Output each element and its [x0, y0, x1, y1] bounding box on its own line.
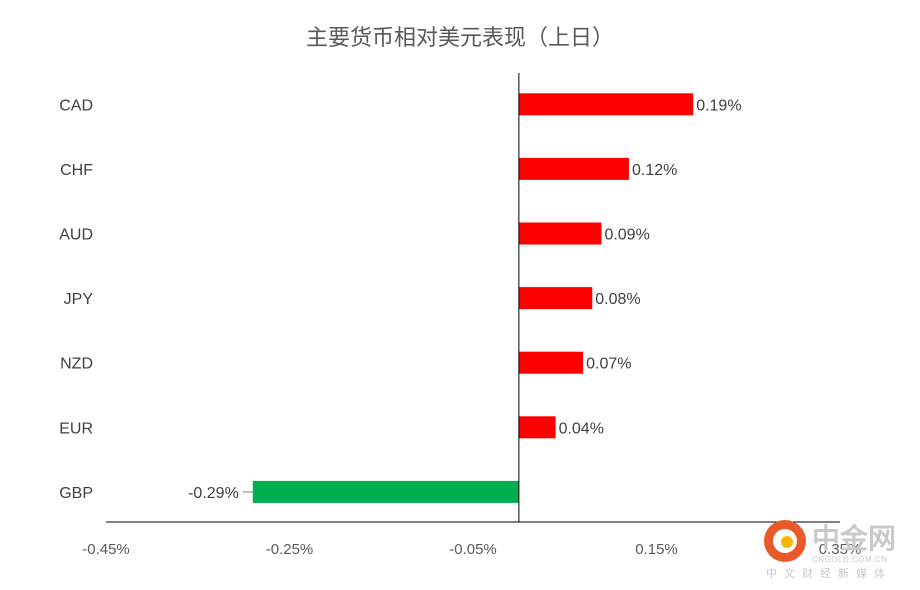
category-labels-group: CAD CHF AUD JPY NZD EUR GBP	[59, 97, 93, 502]
x-tick-label: -0.05%	[449, 541, 497, 558]
data-label-gbp: -0.29%	[188, 485, 239, 502]
axes-group	[106, 73, 840, 523]
bar-gbp	[252, 480, 519, 503]
x-tick-labels-group: -0.45% -0.25% -0.05% 0.15% 0.35%	[82, 541, 861, 558]
bar-aud	[518, 222, 602, 245]
category-label-jpy: JPY	[64, 291, 94, 308]
bar-eur	[518, 416, 556, 439]
bar-cad	[518, 93, 694, 116]
category-label-cad: CAD	[59, 97, 93, 114]
bar-jpy	[518, 287, 593, 310]
x-tick-label: -0.45%	[82, 541, 130, 558]
x-tick-label: 0.35%	[819, 541, 862, 558]
logo-url: CNGOLD.COM.CN	[812, 555, 887, 564]
bar-nzd	[518, 351, 584, 374]
data-label-cad: 0.19%	[696, 97, 741, 114]
category-label-aud: AUD	[59, 227, 93, 244]
logo-name: 中金网	[812, 522, 896, 555]
chart-title: 主要货币相对美元表现（上日）	[306, 26, 614, 51]
data-label-eur: 0.04%	[559, 420, 604, 437]
x-tick-label: -0.25%	[266, 541, 314, 558]
category-label-nzd: NZD	[60, 356, 93, 373]
data-label-jpy: 0.08%	[595, 291, 640, 308]
watermark-logo: 中金网 CNGOLD.COM.CN 中文财经新媒体	[764, 520, 896, 580]
data-label-nzd: 0.07%	[586, 356, 631, 373]
category-label-eur: EUR	[59, 420, 93, 437]
logo-coin-icon	[781, 536, 793, 548]
category-label-chf: CHF	[60, 162, 93, 179]
category-label-gbp: GBP	[59, 485, 93, 502]
data-label-aud: 0.09%	[604, 227, 649, 244]
data-labels-group: 0.19% 0.12% 0.09% 0.08% 0.07% 0.04% -0.29%	[188, 97, 741, 502]
bar-chf	[518, 157, 629, 180]
data-label-chf: 0.12%	[632, 162, 677, 179]
x-tick-label: 0.15%	[635, 541, 678, 558]
bars-group	[252, 93, 694, 503]
logo-subtitle: 中文财经新媒体	[766, 566, 892, 580]
